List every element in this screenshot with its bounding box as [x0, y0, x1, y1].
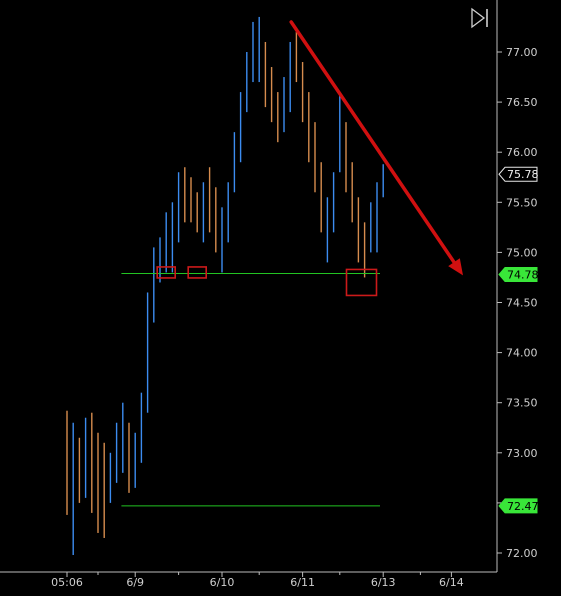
touch-box: [345, 268, 378, 297]
x-tick-label: 6/10: [210, 576, 235, 589]
x-tick-label: 6/11: [290, 576, 315, 589]
x-tick-label: 6/9: [126, 576, 144, 589]
y-tick-label: 76.00: [506, 146, 538, 159]
touch-box: [187, 266, 207, 279]
price-tags: 75.78 74.78 72.47: [498, 166, 539, 514]
y-tick-label: 74.50: [506, 297, 538, 310]
skip-to-end-icon[interactable]: [470, 7, 492, 29]
y-tick-label: 77.00: [506, 46, 538, 59]
x-axis-ticks: 05:06 6/9 6/10 6/11 6/13 6/14: [51, 572, 464, 589]
x-tick-label: 6/13: [371, 576, 396, 589]
price-tag-label: 74.78: [507, 268, 539, 281]
price-tag: [498, 166, 538, 182]
y-tick-label: 75.00: [506, 246, 538, 259]
price-tag: [498, 266, 538, 282]
y-tick-label: 76.50: [506, 96, 538, 109]
price-tag-label: 75.78: [507, 168, 539, 181]
touch-boxes: [156, 266, 378, 297]
x-tick-label: 6/14: [439, 576, 464, 589]
level-lines: [121, 272, 380, 507]
touch-box: [156, 266, 176, 279]
y-tick-label: 74.00: [506, 347, 538, 360]
y-tick-label: 72.00: [506, 547, 538, 560]
trend-arrow-head: [448, 258, 463, 276]
y-tick-label: 73.50: [506, 397, 538, 410]
y-axis-ticks: 77.00 76.50 76.00 75.50 75.00 74.50 74.00 73.50…: [497, 46, 538, 560]
trend-arrow-shaft: [289, 20, 456, 264]
price-tag: [498, 498, 538, 514]
price-bars: [66, 16, 384, 556]
x-tick-label: 05:06: [51, 576, 83, 589]
y-tick-label: 75.50: [506, 196, 538, 209]
y-tick-label: 73.00: [506, 447, 538, 460]
trend-arrow: [289, 20, 463, 276]
price-tag-label: 72.47: [507, 500, 539, 513]
